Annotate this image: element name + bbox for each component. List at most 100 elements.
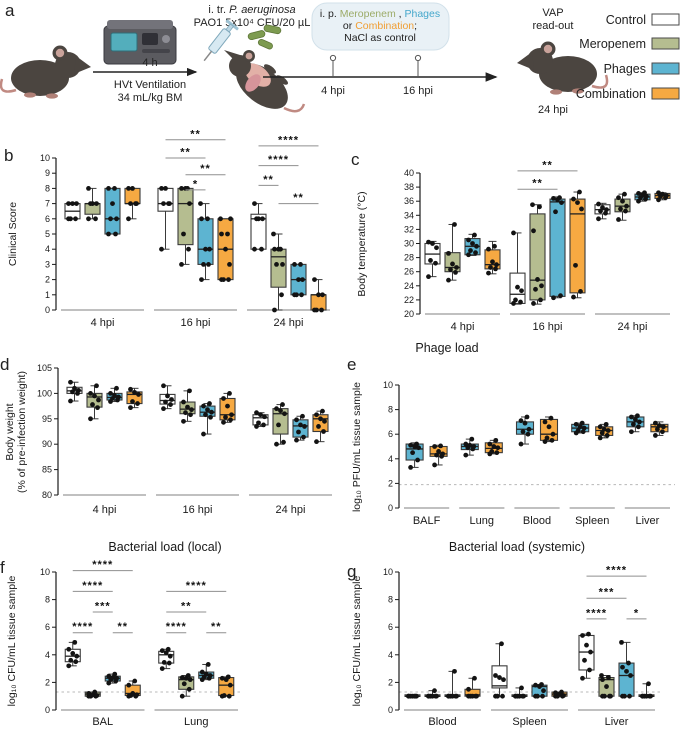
significance-bracket: ** — [165, 147, 206, 159]
box-meropenem — [177, 186, 194, 267]
y-tick-label: 30 — [404, 239, 414, 249]
y-tick-label: 8 — [45, 183, 50, 193]
timepoint-label-16hpi: 16 hpi — [403, 85, 433, 97]
panel-title: Bacterial load (systemic) — [448, 540, 586, 554]
panel-title: Bacterial load (local) — [108, 540, 222, 554]
group-label: 16 hpi — [181, 317, 211, 329]
panel-g: g Bacterial load (systemic) log₁₀ CFU/mL… — [345, 540, 685, 729]
group-label: Blood — [428, 716, 456, 728]
group-label: 4 hpi — [93, 504, 117, 516]
y-tick-label: 9 — [45, 168, 50, 178]
legend: Control Meropenem Phages Combination — [576, 13, 680, 101]
significance-bracket: ** — [166, 601, 207, 613]
legend-label-combination: Combination — [576, 87, 646, 101]
y-tick-label: 4 — [45, 244, 50, 254]
significance-bracket: ** — [258, 174, 279, 186]
group-label: Spleen — [512, 716, 546, 728]
box-phages — [104, 186, 121, 237]
box-phages — [405, 441, 424, 470]
box-phages — [198, 662, 215, 683]
y-tick-label: 2 — [388, 478, 393, 488]
box-meropenem — [444, 222, 461, 283]
significance-bracket: ** — [206, 621, 227, 634]
box-phages — [464, 232, 481, 258]
panel-f: f Bacterial load (local) log₁₀ CFU/mL ti… — [0, 540, 345, 729]
box-meropenem — [178, 673, 195, 699]
group-label: BAL — [92, 716, 113, 728]
y-tick-label: 10 — [383, 380, 393, 390]
y-tick-label: 8 — [388, 405, 393, 415]
box-combination — [484, 240, 501, 276]
significance-stars: *** — [95, 601, 111, 613]
box-control — [404, 693, 421, 699]
box-phages — [292, 413, 309, 443]
box-meropenem — [424, 688, 441, 699]
significance-bracket: **** — [586, 565, 647, 577]
readout-label-2: read-out — [533, 20, 574, 32]
y-axis: 80 85 90 95 100 105 — [37, 363, 59, 500]
y-tick-label: 3 — [45, 259, 50, 269]
box-meropenem — [84, 186, 101, 222]
y-tick-label: 2 — [45, 275, 50, 285]
panel-letter: e — [347, 355, 357, 374]
box-meropenem — [614, 191, 631, 222]
significance-bracket: **** — [586, 607, 607, 620]
box-control — [250, 201, 267, 252]
significance-bracket: ** — [278, 192, 319, 204]
box-control — [157, 186, 174, 252]
box-combination — [638, 681, 655, 699]
significance-bracket: ** — [112, 621, 133, 634]
significance-bracket: * — [626, 607, 647, 620]
box-combination — [219, 391, 236, 425]
significance-stars: **** — [166, 621, 187, 633]
significance-stars: **** — [82, 580, 103, 592]
legend-label-phages: Phages — [604, 62, 646, 76]
legend-label-meropenem: Meropenem — [579, 37, 646, 51]
y-tick-label: 4 — [388, 650, 393, 660]
y-tick-label: 20 — [404, 309, 414, 319]
box-combination — [551, 689, 568, 699]
timeline: 4 hpi 16 hpi — [263, 54, 498, 97]
box-phages — [618, 639, 635, 699]
significance-stars: ** — [190, 128, 201, 140]
y-tick-label: 28 — [404, 253, 414, 263]
timepoint-marker-4hpi — [329, 54, 337, 62]
y-tick-label: 40 — [404, 168, 414, 178]
panel-letter-a: a — [5, 1, 15, 20]
y-tick-label: 0 — [388, 705, 393, 715]
significance-bracket: ** — [185, 163, 226, 176]
group-label: Spleen — [575, 515, 609, 527]
group-label: 16 hpi — [183, 504, 213, 516]
y-tick-label: 24 — [404, 281, 414, 291]
group-label: 24 hpi — [618, 321, 648, 333]
y-tick-label: 10 — [383, 567, 393, 577]
box-combination — [464, 675, 481, 699]
significance-stars: ** — [180, 147, 191, 159]
panel-letter: f — [0, 558, 5, 577]
box-phages — [199, 401, 216, 437]
box-combination — [429, 443, 448, 468]
box-control — [509, 230, 526, 306]
y-tick-label: 105 — [37, 363, 52, 373]
y-tick-label: 8 — [388, 595, 393, 605]
ventilator-icon — [103, 20, 177, 65]
significance-bracket: **** — [258, 134, 319, 147]
panel-letter: b — [4, 146, 14, 165]
significance-bracket: * — [185, 178, 206, 191]
box-phages — [515, 414, 535, 447]
y-axis: 0 1 2 3 4 5 6 7 8 9 10 — [40, 153, 57, 315]
infected-mouse-icon — [224, 50, 306, 113]
infection-dose-label: PAO1 5x10⁴ CFU/20 µL — [194, 17, 311, 29]
box-meropenem — [270, 231, 287, 313]
y-tick-label: 2 — [388, 677, 393, 687]
box-combination — [124, 186, 141, 222]
box-combination — [539, 415, 559, 444]
y-tick-label: 6 — [388, 429, 393, 439]
box-phages — [444, 668, 461, 699]
significance-bracket: ** — [517, 159, 578, 172]
box-control — [578, 631, 595, 681]
panel-b: b Clinical Score 0 1 2 3 4 5 6 7 8 9 10 4 hpi 16 hpi… — [0, 118, 345, 335]
box-meropenem — [529, 202, 546, 306]
